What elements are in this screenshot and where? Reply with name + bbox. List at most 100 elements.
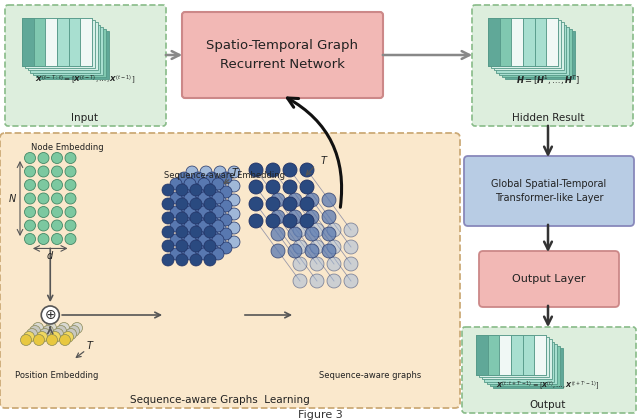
Circle shape — [178, 172, 190, 184]
Circle shape — [327, 240, 341, 254]
Circle shape — [38, 166, 49, 177]
Text: Sequence-aware Graphs  Learning: Sequence-aware Graphs Learning — [130, 395, 310, 405]
Circle shape — [322, 244, 336, 258]
Circle shape — [266, 214, 280, 228]
Text: $d$: $d$ — [46, 249, 54, 261]
Circle shape — [40, 328, 51, 339]
FancyBboxPatch shape — [182, 12, 383, 98]
Circle shape — [212, 234, 224, 246]
Circle shape — [204, 240, 216, 252]
Circle shape — [220, 172, 232, 184]
Bar — [39, 31, 109, 79]
Circle shape — [300, 214, 314, 228]
Circle shape — [200, 222, 212, 234]
Circle shape — [283, 180, 297, 194]
Text: Hidden Result: Hidden Result — [512, 113, 584, 123]
Circle shape — [344, 240, 358, 254]
Text: $T$: $T$ — [230, 166, 239, 178]
Circle shape — [214, 180, 226, 192]
Circle shape — [47, 334, 58, 346]
Circle shape — [190, 198, 202, 210]
Circle shape — [38, 220, 49, 231]
Circle shape — [192, 172, 204, 184]
Circle shape — [29, 326, 40, 336]
Circle shape — [190, 184, 202, 196]
Bar — [534, 335, 546, 375]
Circle shape — [65, 179, 76, 191]
Circle shape — [65, 152, 76, 163]
Bar — [484, 341, 554, 382]
Circle shape — [184, 178, 196, 190]
Circle shape — [51, 152, 63, 163]
Circle shape — [24, 152, 35, 163]
Circle shape — [300, 163, 314, 177]
Bar — [482, 339, 552, 379]
Circle shape — [310, 240, 324, 254]
Circle shape — [212, 220, 224, 232]
Circle shape — [38, 234, 49, 244]
Circle shape — [204, 212, 216, 224]
Bar — [476, 335, 546, 375]
Circle shape — [214, 236, 226, 248]
Circle shape — [51, 193, 63, 204]
Circle shape — [24, 331, 35, 342]
Circle shape — [288, 193, 302, 207]
Circle shape — [300, 180, 314, 194]
Circle shape — [162, 240, 174, 252]
Circle shape — [288, 244, 302, 258]
Circle shape — [51, 220, 63, 231]
Bar — [493, 22, 564, 71]
Bar — [490, 346, 560, 386]
Circle shape — [200, 208, 212, 220]
Text: Sequence-aware Embedding: Sequence-aware Embedding — [164, 171, 285, 179]
Circle shape — [206, 200, 218, 212]
Circle shape — [170, 192, 182, 204]
Circle shape — [51, 207, 63, 218]
Circle shape — [24, 179, 35, 191]
Circle shape — [184, 192, 196, 204]
Circle shape — [190, 226, 202, 238]
Circle shape — [220, 242, 232, 254]
Circle shape — [344, 223, 358, 237]
Circle shape — [65, 234, 76, 244]
Text: Input: Input — [72, 113, 99, 123]
Circle shape — [305, 210, 319, 224]
Text: $N$: $N$ — [8, 192, 17, 205]
Circle shape — [305, 193, 319, 207]
Circle shape — [51, 179, 63, 191]
Circle shape — [249, 214, 263, 228]
Circle shape — [220, 214, 232, 226]
Circle shape — [198, 192, 210, 204]
Bar — [28, 22, 97, 71]
Circle shape — [204, 226, 216, 238]
Circle shape — [58, 323, 70, 333]
Circle shape — [212, 248, 224, 260]
Circle shape — [293, 240, 307, 254]
Circle shape — [200, 180, 212, 192]
Circle shape — [220, 228, 232, 240]
Bar — [488, 18, 500, 66]
FancyBboxPatch shape — [462, 327, 636, 413]
Circle shape — [192, 200, 204, 212]
Circle shape — [178, 242, 190, 254]
Circle shape — [344, 274, 358, 288]
Circle shape — [24, 166, 35, 177]
Circle shape — [186, 166, 198, 178]
Text: Figure 3: Figure 3 — [298, 410, 342, 420]
Bar — [34, 18, 45, 66]
Bar — [33, 27, 103, 75]
Circle shape — [305, 244, 319, 258]
Circle shape — [51, 166, 63, 177]
Circle shape — [38, 152, 49, 163]
FancyBboxPatch shape — [479, 251, 619, 307]
Circle shape — [162, 212, 174, 224]
Circle shape — [60, 334, 70, 346]
Bar — [523, 18, 534, 66]
Circle shape — [52, 328, 63, 339]
Bar — [479, 337, 548, 377]
Circle shape — [186, 236, 198, 248]
Circle shape — [178, 200, 190, 212]
Circle shape — [327, 274, 341, 288]
Circle shape — [322, 193, 336, 207]
FancyBboxPatch shape — [464, 156, 634, 226]
